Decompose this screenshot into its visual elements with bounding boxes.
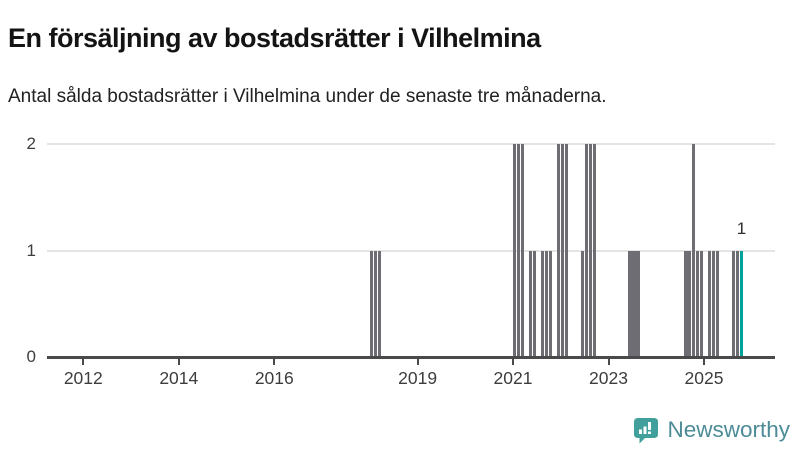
brand-name: Newsworthy <box>667 417 790 442</box>
bar-2025-08 <box>731 250 736 357</box>
bar-2021-02 <box>517 144 521 357</box>
bar-2024-10 <box>692 144 696 357</box>
y-tick-label-1: 1 <box>26 240 36 260</box>
bar-2021-12 <box>556 144 561 357</box>
x-tick-label-2019: 2019 <box>398 368 438 388</box>
bar-2021-08 <box>540 250 545 357</box>
bar-2021-03 <box>521 144 525 357</box>
x-tick-label-2012: 2012 <box>63 368 103 388</box>
x-tick-2012 <box>82 358 85 365</box>
bar-2023-06 <box>628 250 632 357</box>
x-tick-label-2014: 2014 <box>159 368 199 388</box>
bar-2022-02 <box>564 144 569 357</box>
chart-subtitle: Antal sålda bostadsrätter i Vilhelmina u… <box>8 86 607 107</box>
gridline-y1 <box>47 249 775 252</box>
bar-2018-01 <box>369 250 374 357</box>
bar-2022-07 <box>584 144 589 357</box>
bar-2024-12 <box>700 250 704 357</box>
current-value-label: 1 <box>736 219 747 238</box>
bar-2022-01 <box>560 144 565 357</box>
x-tick-2023 <box>607 358 610 365</box>
x-axis-line <box>47 356 775 359</box>
x-tick-label-2025: 2025 <box>684 368 724 388</box>
bar-2021-05 <box>529 250 533 357</box>
x-tick-2016 <box>273 358 276 365</box>
bar-2022-08 <box>588 144 593 357</box>
bar-2024-11 <box>696 250 700 357</box>
x-tick-label-2021: 2021 <box>493 368 533 388</box>
bar-2021-09 <box>544 250 549 357</box>
y-tick-label-2: 2 <box>26 134 36 153</box>
x-tick-2019 <box>416 358 419 365</box>
brand-footer: Newsworthy <box>633 415 790 445</box>
x-tick-2025 <box>703 358 705 365</box>
x-tick-2021 <box>512 358 514 365</box>
bar-2024-09 <box>688 250 692 357</box>
x-tick-2014 <box>177 358 180 365</box>
bar-2023-08 <box>636 250 640 357</box>
bar-2018-03 <box>377 250 382 357</box>
bar-2022-09 <box>592 144 596 357</box>
x-tick-label-2023: 2023 <box>589 368 628 388</box>
bar-2023-07 <box>632 250 636 357</box>
bar-2022-06 <box>580 250 585 357</box>
bar-2018-02 <box>373 250 378 357</box>
gridline-y2 <box>47 143 775 145</box>
bar-2021-10 <box>548 250 553 357</box>
y-tick-label-0: 0 <box>26 347 36 366</box>
bar-2025-10 <box>739 250 744 357</box>
bar-2025-03 <box>712 250 716 357</box>
bar-2024-08 <box>684 250 688 357</box>
bar-2025-09 <box>735 250 740 357</box>
bar-2021-01 <box>513 144 517 357</box>
newsworthy-logo-icon <box>633 417 659 444</box>
bar-2025-04 <box>716 250 720 357</box>
bar-2025-02 <box>708 250 712 357</box>
chart-title: En försäljning av bostadsrätter i Vilhel… <box>8 23 541 54</box>
bar-2021-06 <box>532 250 537 357</box>
x-tick-label-2016: 2016 <box>254 368 294 388</box>
